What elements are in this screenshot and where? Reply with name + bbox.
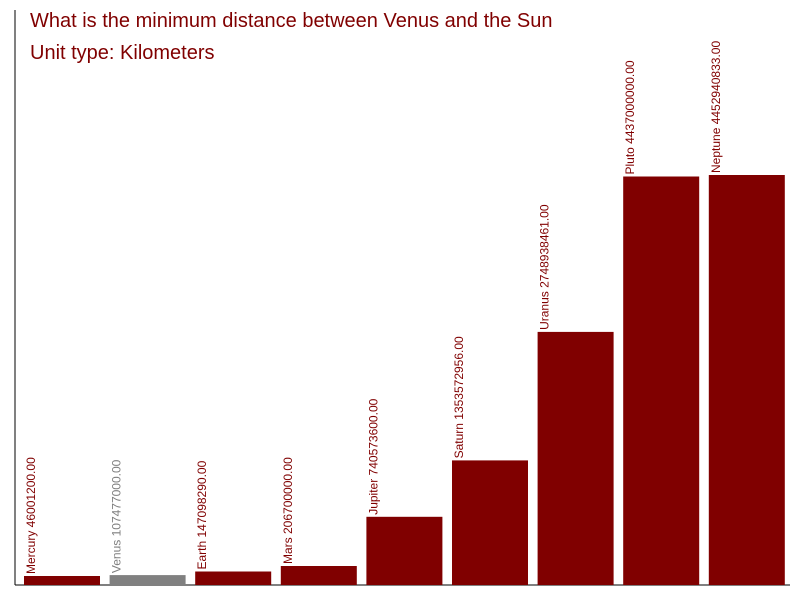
bar-jupiter — [366, 516, 443, 585]
bar-label-jupiter: Jupiter 740573600.00 — [366, 398, 380, 514]
bar-mars — [280, 566, 357, 585]
bar-label-saturn: Saturn 1353572956.00 — [452, 336, 466, 458]
bar-label-neptune: Neptune 4452940833.00 — [709, 41, 723, 173]
bar-labels-group: Mercury 46001200.00 Venus 107477000.00 Ear… — [24, 41, 723, 574]
bar-pluto — [623, 176, 700, 585]
bar-label-mercury: Mercury 46001200.00 — [24, 457, 38, 574]
bar-label-earth: Earth 147098290.00 — [195, 460, 209, 569]
bar-saturn — [452, 460, 528, 585]
bar-earth — [195, 571, 272, 585]
bar-venus — [109, 575, 186, 585]
chart-title: What is the minimum distance between Ven… — [30, 10, 553, 32]
bar-label-mars: Mars 206700000.00 — [281, 457, 295, 564]
bars-group — [24, 175, 785, 585]
bar-mercury — [24, 576, 100, 585]
chart-subtitle: Unit type: Kilometers — [30, 42, 215, 64]
bar-label-pluto: Pluto 4437000000.00 — [623, 60, 637, 174]
bar-uranus — [537, 331, 614, 585]
bar-label-uranus: Uranus 2748938461.00 — [538, 204, 552, 330]
bar-neptune — [708, 175, 785, 585]
bar-label-venus: Venus 107477000.00 — [110, 459, 124, 573]
